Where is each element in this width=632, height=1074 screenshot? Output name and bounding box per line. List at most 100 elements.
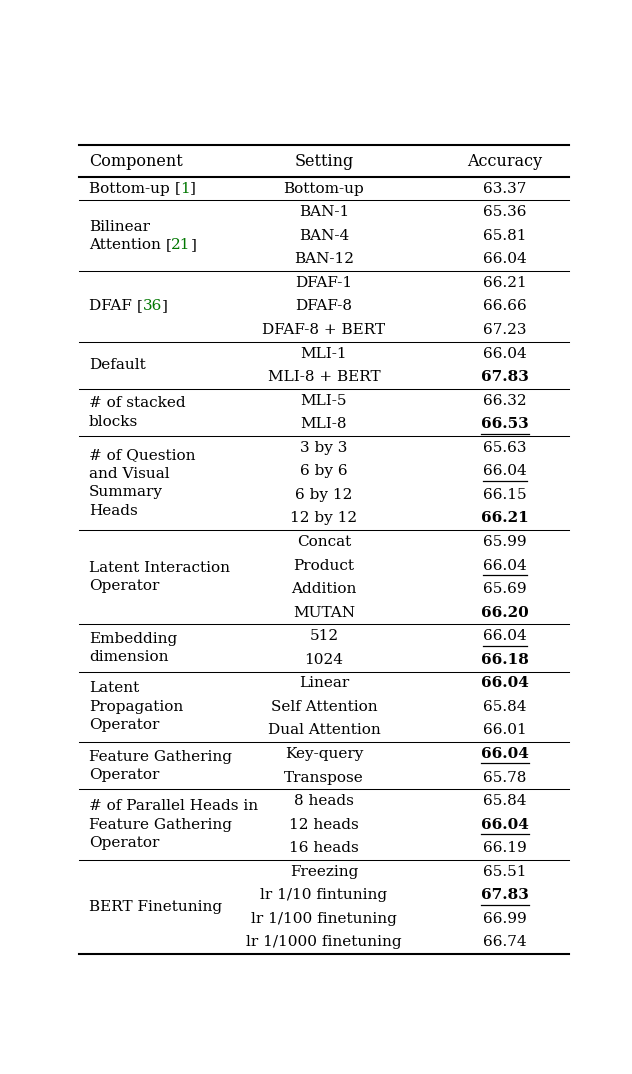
Text: Bottom-up: Bottom-up <box>88 182 174 195</box>
Text: Component: Component <box>88 153 183 170</box>
Text: 63.37: 63.37 <box>483 182 527 195</box>
Text: lr 1/100 finetuning: lr 1/100 finetuning <box>251 912 397 926</box>
Text: blocks: blocks <box>88 415 138 429</box>
Text: 66.04: 66.04 <box>483 558 527 572</box>
Text: 66.04: 66.04 <box>483 464 527 478</box>
Text: Addition: Addition <box>291 582 356 596</box>
Text: 36: 36 <box>142 300 162 314</box>
Text: 66.99: 66.99 <box>483 912 527 926</box>
Text: 21: 21 <box>171 238 191 252</box>
Text: [: [ <box>174 182 180 195</box>
Text: DFAF-8 + BERT: DFAF-8 + BERT <box>262 323 386 337</box>
Text: Operator: Operator <box>88 719 159 732</box>
Text: Default: Default <box>88 359 145 373</box>
Text: 3 by 3: 3 by 3 <box>300 440 348 454</box>
Text: Linear: Linear <box>299 677 349 691</box>
Text: Accuracy: Accuracy <box>468 153 543 170</box>
Text: 66.21: 66.21 <box>481 511 529 525</box>
Text: 1: 1 <box>180 182 190 195</box>
Text: ]: ] <box>190 182 196 195</box>
Text: lr 1/10 fintuning: lr 1/10 fintuning <box>260 888 387 902</box>
Text: MLI-8 + BERT: MLI-8 + BERT <box>267 371 380 384</box>
Text: 66.53: 66.53 <box>481 417 529 431</box>
Text: 65.84: 65.84 <box>483 700 527 714</box>
Text: Transpose: Transpose <box>284 770 364 784</box>
Text: 65.78: 65.78 <box>483 770 527 784</box>
Text: Self Attention: Self Attention <box>270 700 377 714</box>
Text: Latent Interaction: Latent Interaction <box>88 561 230 575</box>
Text: 66.04: 66.04 <box>481 677 529 691</box>
Text: 12 heads: 12 heads <box>289 817 359 831</box>
Text: Operator: Operator <box>88 836 159 850</box>
Text: Attention: Attention <box>88 238 166 252</box>
Text: Product: Product <box>293 558 355 572</box>
Text: 6 by 12: 6 by 12 <box>295 488 353 502</box>
Text: 66.15: 66.15 <box>483 488 527 502</box>
Text: 66.04: 66.04 <box>483 629 527 643</box>
Text: Bilinear: Bilinear <box>88 219 150 233</box>
Text: 66.66: 66.66 <box>483 300 527 314</box>
Text: Dual Attention: Dual Attention <box>267 724 380 738</box>
Text: ]: ] <box>162 300 167 314</box>
Text: 66.20: 66.20 <box>481 606 529 620</box>
Text: BAN-4: BAN-4 <box>299 229 349 243</box>
Text: Bottom-up: Bottom-up <box>284 182 364 195</box>
Text: 6 by 6: 6 by 6 <box>300 464 348 478</box>
Text: 67.83: 67.83 <box>481 888 529 902</box>
Text: 65.81: 65.81 <box>483 229 527 243</box>
Text: 66.18: 66.18 <box>481 653 529 667</box>
Text: 67.23: 67.23 <box>483 323 527 337</box>
Text: [: [ <box>137 300 142 314</box>
Text: MLI-5: MLI-5 <box>301 394 347 408</box>
Text: 66.74: 66.74 <box>483 935 527 949</box>
Text: 66.04: 66.04 <box>481 817 529 831</box>
Text: 66.32: 66.32 <box>483 394 527 408</box>
Text: Feature Gathering: Feature Gathering <box>88 750 232 764</box>
Text: 65.69: 65.69 <box>483 582 527 596</box>
Text: 8 heads: 8 heads <box>294 794 354 808</box>
Text: dimension: dimension <box>88 650 168 664</box>
Text: 66.01: 66.01 <box>483 724 527 738</box>
Text: BAN-12: BAN-12 <box>294 252 354 266</box>
Text: 12 by 12: 12 by 12 <box>290 511 358 525</box>
Text: Freezing: Freezing <box>289 865 358 879</box>
Text: MUTAN: MUTAN <box>293 606 355 620</box>
Text: Propagation: Propagation <box>88 700 183 714</box>
Text: # of Question: # of Question <box>88 449 195 463</box>
Text: # of Parallel Heads in: # of Parallel Heads in <box>88 799 258 813</box>
Text: 66.04: 66.04 <box>483 252 527 266</box>
Text: BAN-1: BAN-1 <box>299 205 349 219</box>
Text: Heads: Heads <box>88 504 138 518</box>
Text: 66.19: 66.19 <box>483 841 527 855</box>
Text: ]: ] <box>191 238 197 252</box>
Text: MLI-8: MLI-8 <box>301 417 347 431</box>
Text: Operator: Operator <box>88 768 159 782</box>
Text: 65.99: 65.99 <box>483 535 527 549</box>
Text: 65.51: 65.51 <box>483 865 527 879</box>
Text: 66.21: 66.21 <box>483 276 527 290</box>
Text: Operator: Operator <box>88 580 159 594</box>
Text: Feature Gathering: Feature Gathering <box>88 817 232 831</box>
Text: Setting: Setting <box>295 153 353 170</box>
Text: and Visual: and Visual <box>88 467 169 481</box>
Text: 66.04: 66.04 <box>481 748 529 761</box>
Text: 66.04: 66.04 <box>483 347 527 361</box>
Text: DFAF: DFAF <box>88 300 137 314</box>
Text: Concat: Concat <box>297 535 351 549</box>
Text: 67.83: 67.83 <box>481 371 529 384</box>
Text: 65.36: 65.36 <box>483 205 527 219</box>
Text: # of stacked: # of stacked <box>88 396 185 410</box>
Text: BERT Finetuning: BERT Finetuning <box>88 900 222 914</box>
Text: 65.63: 65.63 <box>483 440 527 454</box>
Text: [: [ <box>166 238 171 252</box>
Text: Embedding: Embedding <box>88 632 177 645</box>
Text: Latent: Latent <box>88 682 139 696</box>
Text: DFAF-1: DFAF-1 <box>295 276 353 290</box>
Text: Key-query: Key-query <box>284 748 363 761</box>
Text: Summary: Summary <box>88 485 163 499</box>
Text: 1024: 1024 <box>305 653 343 667</box>
Text: DFAF-8: DFAF-8 <box>295 300 353 314</box>
Text: lr 1/1000 finetuning: lr 1/1000 finetuning <box>246 935 402 949</box>
Text: 512: 512 <box>309 629 339 643</box>
Text: MLI-1: MLI-1 <box>301 347 347 361</box>
